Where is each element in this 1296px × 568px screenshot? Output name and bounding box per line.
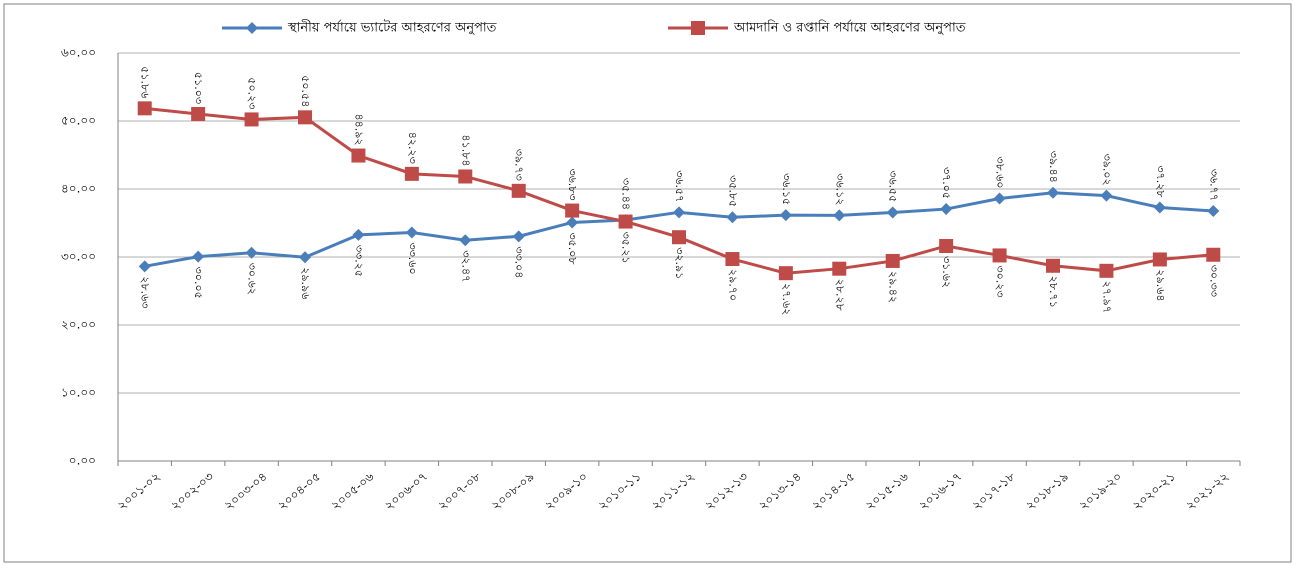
data-label: ৩৬.৭৭: [1207, 169, 1220, 201]
y-tick-label: ৪০.০০: [61, 182, 96, 196]
data-label: ৩৬.১৫: [780, 173, 793, 205]
marker: [459, 234, 472, 247]
data-label: ৩৬.৫৫: [887, 170, 900, 202]
marker: [1047, 186, 1059, 199]
marker: [778, 266, 793, 281]
data-label: ৩৫.৮৫: [726, 175, 739, 207]
marker: [618, 214, 633, 229]
marker: [511, 183, 526, 198]
marker: [566, 216, 579, 229]
data-label: ২৯.৭০: [726, 269, 739, 301]
y-tick-label: ২০.০০: [61, 318, 96, 332]
data-label: ৫১.৮৬: [139, 66, 152, 98]
data-label: ৩০.২৩: [994, 265, 1007, 297]
marker: [405, 226, 418, 239]
data-label: ৩২.৪৭: [459, 250, 472, 282]
marker: [940, 203, 953, 216]
marker: [1206, 247, 1221, 262]
marker: [691, 21, 705, 35]
marker: [352, 228, 365, 241]
data-label: ৪৪.৯২: [352, 113, 365, 145]
data-label: ৩২.৯১: [673, 247, 686, 279]
data-label: ২৭.৬২: [780, 283, 793, 315]
data-label: ২৯.৬৪: [1154, 269, 1167, 301]
marker: [458, 169, 473, 184]
data-label: ২৭.৯৭: [1100, 281, 1113, 313]
data-label: ৫০.২৩: [246, 77, 259, 109]
marker: [885, 253, 900, 268]
data-label: ৪১.৮৪: [459, 134, 472, 166]
marker: [1153, 201, 1166, 214]
marker: [939, 238, 954, 253]
marker: [192, 250, 205, 263]
marker: [725, 252, 740, 267]
data-label: ৩৫.২১: [620, 232, 633, 264]
marker: [886, 206, 899, 219]
marker: [138, 260, 151, 273]
data-label: ৫১.০৩: [192, 72, 205, 104]
marker: [512, 230, 525, 243]
data-label: ৩৬.১২: [833, 173, 846, 205]
data-label: ৩৫.৪৪: [620, 178, 633, 210]
marker: [1207, 204, 1220, 217]
data-label: ২৯.৪২: [887, 271, 900, 303]
y-tick-label: ৩০.০০: [61, 250, 96, 264]
marker: [565, 203, 580, 218]
data-label: ৩৯.৭৩: [513, 149, 526, 181]
marker: [779, 209, 792, 222]
data-label: ২৯.৯৬: [299, 267, 312, 299]
marker: [299, 251, 311, 264]
data-label: ৩৯.৪৪: [1047, 151, 1060, 183]
marker: [992, 248, 1007, 263]
data-label: ৩৩.২৫: [352, 245, 365, 277]
data-label: ৩৭.২৮: [1154, 165, 1167, 197]
data-label: ৩৭.০৫: [940, 167, 953, 199]
data-label: ৩১.৬২: [940, 256, 953, 288]
marker: [298, 110, 312, 125]
chart-border: [3, 3, 1292, 563]
data-label: ২৮.৭১: [1047, 276, 1060, 308]
marker: [1100, 189, 1113, 202]
data-label: ৩০.৩৩: [1207, 265, 1220, 297]
marker: [832, 261, 847, 276]
data-label: ৪২.২৩: [406, 132, 419, 164]
data-label: ২৮.২৮: [833, 279, 846, 311]
marker: [137, 101, 152, 116]
marker: [1046, 258, 1060, 273]
data-label: ৩৬.৫৭: [673, 170, 686, 202]
marker: [672, 230, 686, 245]
data-label: ৩৫.০৮: [566, 232, 579, 264]
marker: [351, 148, 366, 163]
data-label: ৩০.০৫: [192, 267, 205, 299]
y-tick-label: ৬০.০০: [61, 46, 96, 60]
data-label: ২৮.৬৩: [139, 276, 152, 308]
marker: [191, 106, 206, 121]
legend-label: আমদানি ও রপ্তানি পর্যায়ে আহরণের অনুপাত: [733, 20, 966, 36]
data-label: ৩৮.৬০: [994, 156, 1007, 188]
y-tick-label: ৫০.০০: [61, 114, 96, 128]
y-tick-label: ০.০০: [69, 454, 96, 468]
data-label: ৩৩.৬০: [406, 243, 419, 275]
data-label: ৫০.৫৪: [299, 75, 312, 107]
data-label: ৩৯.০২: [1100, 154, 1113, 186]
marker: [1099, 263, 1114, 278]
data-label: ৩০.৬২: [246, 263, 259, 295]
legend-label: স্থানীয় পর্যায়ে ভ্যাটের আহরণের অনুপাত: [287, 20, 497, 36]
marker: [245, 246, 258, 259]
marker: [726, 211, 739, 224]
marker: [1152, 252, 1167, 267]
data-label: ৩৩.০৪: [513, 246, 526, 278]
data-label: ৩৬.৮৩: [566, 168, 579, 200]
marker: [404, 166, 419, 181]
marker: [673, 206, 685, 219]
marker: [833, 209, 846, 222]
marker: [246, 22, 258, 34]
y-tick-label: ১০.০০: [61, 386, 96, 400]
marker: [244, 112, 259, 127]
marker: [993, 192, 1006, 205]
